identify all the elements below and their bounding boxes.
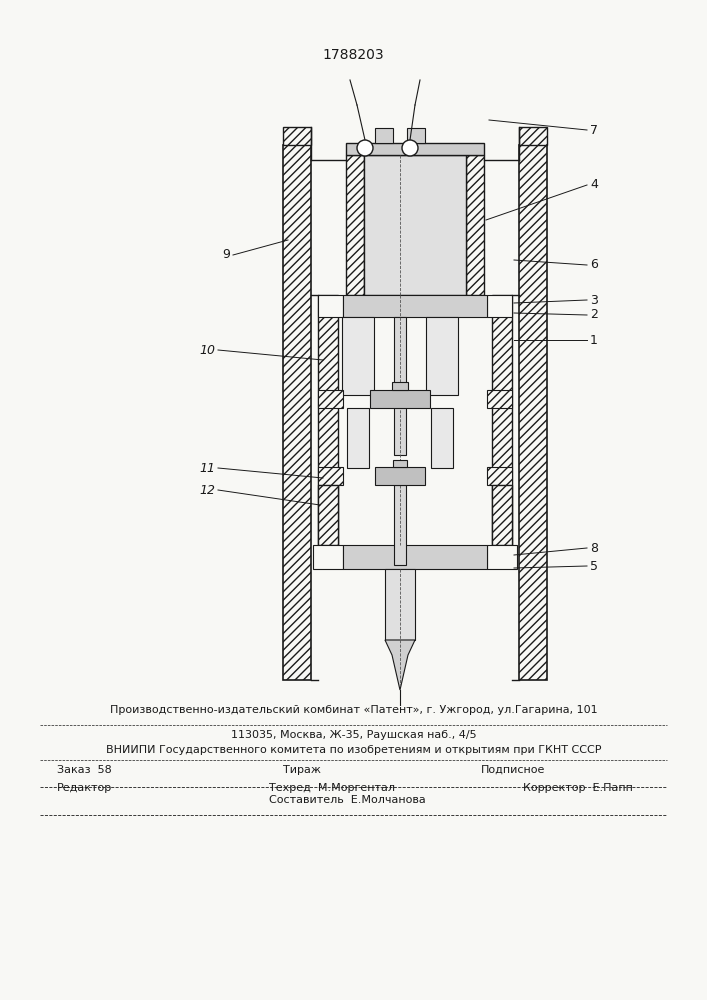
Text: Составитель  Е.Молчанова: Составитель Е.Молчанова xyxy=(269,795,426,805)
Bar xyxy=(343,545,487,569)
Circle shape xyxy=(357,140,373,156)
Text: 4: 4 xyxy=(590,178,598,192)
Circle shape xyxy=(402,140,418,156)
Bar xyxy=(487,295,512,317)
Text: 12: 12 xyxy=(199,484,215,496)
Bar xyxy=(318,485,338,545)
Bar xyxy=(487,390,512,408)
Bar xyxy=(370,390,430,408)
Bar xyxy=(492,485,512,545)
Bar xyxy=(392,382,408,390)
Bar xyxy=(364,155,466,295)
Bar xyxy=(318,295,343,317)
Bar xyxy=(375,128,393,143)
Bar xyxy=(487,545,517,569)
Bar xyxy=(342,317,374,395)
Bar xyxy=(318,390,343,408)
Text: 7: 7 xyxy=(590,123,598,136)
Text: Техред  М.Моргентал: Техред М.Моргентал xyxy=(269,783,395,793)
Bar xyxy=(346,143,484,155)
Bar xyxy=(313,545,343,569)
Bar xyxy=(375,467,425,485)
Bar xyxy=(519,127,547,145)
Text: 8: 8 xyxy=(590,542,598,554)
Bar xyxy=(347,408,369,468)
Text: 2: 2 xyxy=(590,308,598,322)
Bar xyxy=(466,155,484,295)
Bar xyxy=(426,317,458,395)
Text: 10: 10 xyxy=(199,344,215,357)
Bar xyxy=(487,467,512,485)
Bar xyxy=(393,460,407,467)
Polygon shape xyxy=(385,640,415,690)
Bar xyxy=(394,485,406,565)
Text: 1: 1 xyxy=(590,334,598,347)
Text: 113035, Москва, Ж-35, Раушская наб., 4/5: 113035, Москва, Ж-35, Раушская наб., 4/5 xyxy=(230,730,477,740)
Text: Тираж: Тираж xyxy=(283,765,321,775)
Text: 1788203: 1788203 xyxy=(322,48,385,62)
Bar xyxy=(519,145,547,680)
Text: 11: 11 xyxy=(199,462,215,475)
Bar xyxy=(283,127,311,145)
Text: ВНИИПИ Государственного комитета по изобретениям и открытиям при ГКНТ СССР: ВНИИПИ Государственного комитета по изоб… xyxy=(106,745,601,755)
Bar xyxy=(385,569,415,640)
Text: Корректор  Е.Папп: Корректор Е.Папп xyxy=(523,783,633,793)
Text: Подписное: Подписное xyxy=(481,765,545,775)
Bar xyxy=(343,295,487,317)
Bar xyxy=(407,128,425,143)
Bar xyxy=(346,155,364,295)
Text: 6: 6 xyxy=(590,258,598,271)
Bar xyxy=(318,467,343,485)
Text: Производственно-издательский комбинат «Патент», г. Ужгород, ул.Гагарина, 101: Производственно-издательский комбинат «П… xyxy=(110,705,597,715)
Bar xyxy=(318,295,338,545)
Text: 5: 5 xyxy=(590,560,598,572)
Text: 3: 3 xyxy=(590,294,598,306)
Text: Заказ  58: Заказ 58 xyxy=(57,765,111,775)
Text: Редактор: Редактор xyxy=(57,783,112,793)
Bar xyxy=(394,317,406,455)
Text: 9: 9 xyxy=(222,248,230,261)
Bar xyxy=(431,408,453,468)
Bar xyxy=(492,295,512,545)
Bar xyxy=(283,145,311,680)
